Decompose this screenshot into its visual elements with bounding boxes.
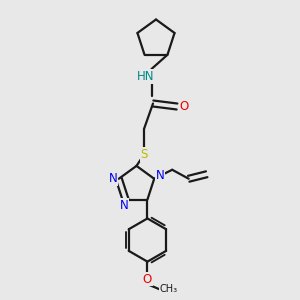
Text: S: S bbox=[140, 148, 148, 161]
Text: N: N bbox=[120, 199, 128, 212]
Text: CH₃: CH₃ bbox=[160, 284, 178, 294]
Text: O: O bbox=[180, 100, 189, 113]
Text: HN: HN bbox=[137, 70, 154, 83]
Text: N: N bbox=[108, 172, 117, 185]
Text: O: O bbox=[143, 272, 152, 286]
Text: N: N bbox=[156, 169, 165, 182]
